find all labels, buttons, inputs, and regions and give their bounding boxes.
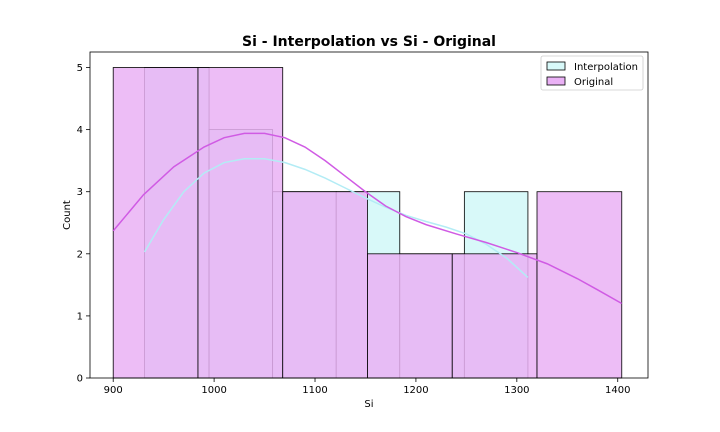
legend-swatch bbox=[546, 76, 566, 86]
histogram-bar bbox=[112, 67, 199, 379]
kde-line-interpolation bbox=[143, 158, 529, 278]
x-tick-label: 1400 bbox=[605, 385, 630, 396]
x-tick-label: 1000 bbox=[201, 385, 226, 396]
plot-area: 900 1000 1100 1200 1300 1400 0 1 2 3 4 5 bbox=[77, 51, 649, 396]
kde-line-original bbox=[112, 132, 623, 305]
x-axis-label: Si bbox=[364, 399, 373, 410]
legend-entry-label: Original bbox=[574, 77, 613, 88]
x-axis-ticks: 900 1000 1100 1200 1300 1400 bbox=[104, 378, 630, 396]
y-tick-label: 5 bbox=[77, 63, 83, 74]
x-tick-label: 1300 bbox=[504, 385, 529, 396]
histogram-bar bbox=[451, 253, 538, 379]
x-tick-label: 1200 bbox=[403, 385, 428, 396]
x-tick-label: 1100 bbox=[302, 385, 327, 396]
legend-box bbox=[540, 55, 644, 91]
legend: Interpolation Original bbox=[540, 55, 644, 91]
histogram-bar bbox=[536, 191, 623, 379]
y-tick-label: 2 bbox=[77, 249, 83, 260]
y-tick-label: 1 bbox=[77, 311, 83, 322]
series-original-bars bbox=[112, 67, 623, 379]
y-tick-label: 4 bbox=[77, 125, 83, 136]
histogram-bar bbox=[282, 191, 368, 379]
histogram-bar bbox=[197, 67, 284, 379]
y-axis-ticks: 0 1 2 3 4 5 bbox=[77, 63, 90, 385]
y-axis-label: Count bbox=[62, 200, 73, 230]
plot-frame bbox=[89, 51, 649, 379]
chart-title: Si - Interpolation vs Si - Original bbox=[242, 34, 496, 50]
legend-entry-label: Interpolation bbox=[574, 62, 638, 73]
y-tick-label: 3 bbox=[77, 187, 83, 198]
legend-swatch bbox=[546, 61, 566, 71]
y-tick-label: 0 bbox=[77, 374, 83, 385]
histogram-bar bbox=[367, 253, 453, 379]
x-tick-label: 900 bbox=[104, 385, 123, 396]
